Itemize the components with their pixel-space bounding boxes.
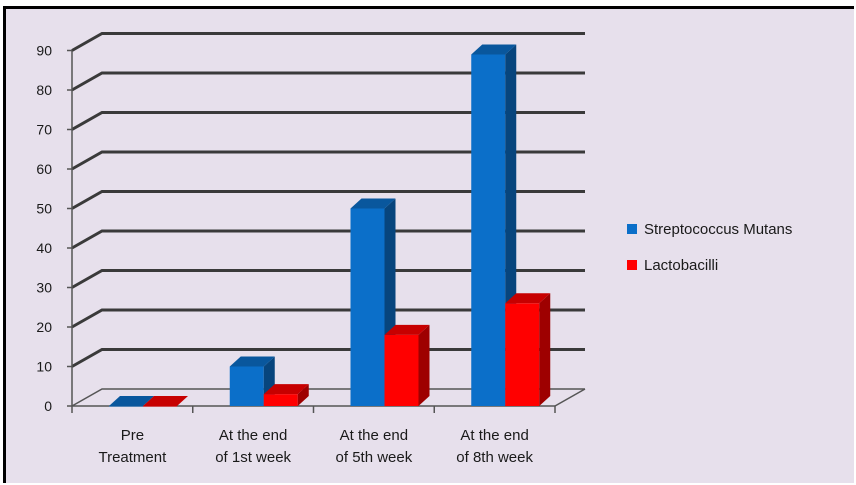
gridline-90 bbox=[71, 32, 585, 52]
bar-lactobacilli-2 bbox=[384, 324, 430, 406]
x-axis-category-labels: Pre Treatment At the end of 1st week At the … bbox=[98, 427, 533, 466]
y-tick-label-50: 50 bbox=[36, 201, 52, 217]
y-tick-label-40: 40 bbox=[36, 240, 52, 256]
x-category-label-2: At the end of 5th week bbox=[336, 427, 413, 466]
legend-label-1: Lactobacilli bbox=[644, 257, 718, 274]
gridline-30 bbox=[71, 269, 585, 289]
gridline-80 bbox=[71, 71, 585, 92]
gridline-70 bbox=[71, 111, 585, 131]
y-tick-label-20: 20 bbox=[36, 319, 52, 335]
y-tick-label-80: 80 bbox=[36, 82, 52, 98]
bar-streptococcus-mutans-1 bbox=[229, 356, 275, 406]
legend-label-0: Streptococcus Mutans bbox=[644, 221, 792, 238]
floor-edge-line bbox=[554, 388, 586, 407]
y-tick-label-10: 10 bbox=[36, 359, 52, 375]
y-tick-label-60: 60 bbox=[36, 161, 52, 177]
legend-swatch-1 bbox=[627, 260, 637, 270]
gridline-50 bbox=[71, 190, 585, 210]
bar-lactobacilli-0 bbox=[143, 396, 188, 407]
y-tick-label-30: 30 bbox=[36, 280, 52, 296]
y-axis-tick-labels: 0 10 20 30 40 50 60 70 80 90 bbox=[36, 43, 52, 415]
bar-streptococcus-mutans-0 bbox=[109, 396, 154, 407]
legend: Streptococcus Mutans Lactobacilli bbox=[627, 221, 792, 274]
y-tick-label-90: 90 bbox=[36, 43, 52, 59]
gridline-40 bbox=[71, 229, 585, 250]
x-category-label-3: At the end of 8th week bbox=[456, 427, 533, 466]
y-tick-label-0: 0 bbox=[44, 398, 52, 414]
gridline-20 bbox=[71, 308, 585, 329]
bar-lactobacilli-3 bbox=[505, 293, 551, 406]
gridline-60 bbox=[71, 150, 585, 171]
legend-swatch-0 bbox=[627, 224, 637, 234]
x-category-label-1: At the end of 1st week bbox=[215, 427, 291, 466]
x-category-label-0: Pre Treatment bbox=[98, 427, 167, 466]
bars bbox=[109, 44, 551, 407]
y-tick-label-70: 70 bbox=[36, 122, 52, 138]
bar-lactobacilli-1 bbox=[263, 384, 309, 406]
